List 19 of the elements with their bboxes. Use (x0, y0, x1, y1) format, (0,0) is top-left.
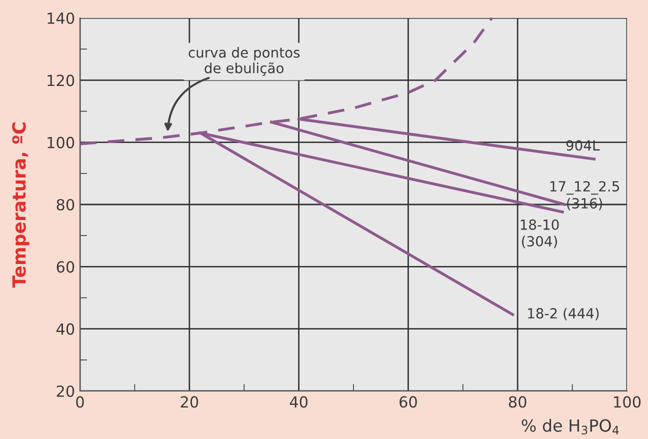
x-tick-label: 40 (290, 396, 308, 408)
annotation: curva de pontos de ebulição (188, 47, 300, 76)
y-axis-title: Temperatura, ºC (12, 122, 30, 288)
x-tick-label: 20 (180, 396, 198, 408)
x-tick-label: 100 (614, 396, 641, 408)
series-label: 18-10 (304) (520, 219, 559, 248)
y-tick-label: 80 (56, 198, 74, 211)
series-label: 904L (566, 140, 600, 151)
x-tick-label: 0 (76, 396, 84, 408)
y-tick-label: 120 (48, 74, 74, 86)
y-tick-label: 20 (56, 385, 74, 398)
y-tick-label: 60 (56, 261, 74, 273)
series-label: 18-2 (444) (528, 308, 599, 320)
x-tick-label: 80 (508, 396, 526, 408)
x-axis-title: % de H$_{3}$PO$_{4}$ (522, 418, 619, 434)
y-tick-label: 40 (56, 323, 74, 335)
y-tick-label: 140 (48, 12, 74, 24)
x-tick-label: 60 (400, 396, 417, 408)
y-tick-label: 100 (48, 136, 74, 148)
